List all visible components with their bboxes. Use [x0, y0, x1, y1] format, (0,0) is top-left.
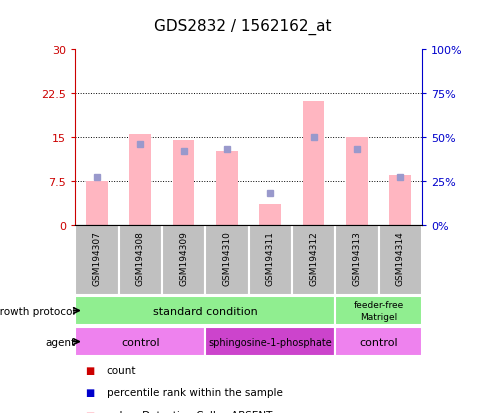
Bar	[75, 225, 118, 295]
Text: feeder-free
Matrigel: feeder-free Matrigel	[353, 301, 403, 321]
Text: growth protocol: growth protocol	[0, 306, 75, 316]
Bar	[75, 327, 205, 356]
Text: GSM194311: GSM194311	[265, 231, 274, 285]
Text: value, Detection Call = ABSENT: value, Detection Call = ABSENT	[106, 410, 272, 413]
Text: percentile rank within the sample: percentile rank within the sample	[106, 387, 282, 397]
Text: GDS2832 / 1562162_at: GDS2832 / 1562162_at	[153, 19, 331, 35]
Text: count: count	[106, 365, 136, 375]
Bar	[334, 296, 421, 325]
Text: ■: ■	[85, 387, 94, 397]
Text: GSM194307: GSM194307	[92, 231, 101, 285]
Text: standard condition: standard condition	[152, 306, 257, 316]
Bar	[162, 225, 205, 295]
Bar	[378, 225, 421, 295]
Bar	[248, 225, 291, 295]
Text: sphingosine-1-phosphate: sphingosine-1-phosphate	[208, 337, 332, 347]
Bar	[291, 225, 334, 295]
Bar	[389, 176, 410, 225]
Text: ■: ■	[85, 410, 94, 413]
Bar	[205, 327, 334, 356]
Bar	[346, 138, 367, 225]
Text: GSM194309: GSM194309	[179, 231, 188, 285]
Bar	[259, 204, 281, 225]
Bar	[129, 134, 151, 225]
Text: GSM194314: GSM194314	[395, 231, 404, 285]
Text: GSM194310: GSM194310	[222, 231, 231, 285]
Text: ■: ■	[85, 365, 94, 375]
Bar	[205, 225, 248, 295]
Bar	[334, 225, 378, 295]
Text: control: control	[121, 337, 159, 347]
Text: GSM194312: GSM194312	[308, 231, 318, 285]
Text: control: control	[359, 337, 397, 347]
Bar	[302, 102, 324, 225]
Text: GSM194308: GSM194308	[136, 231, 144, 285]
Bar	[75, 296, 334, 325]
Bar	[86, 181, 107, 225]
Text: GSM194313: GSM194313	[352, 231, 361, 285]
Text: agent: agent	[45, 337, 75, 347]
Bar	[118, 225, 162, 295]
Bar	[172, 140, 194, 225]
Bar	[215, 152, 237, 225]
Bar	[334, 327, 421, 356]
